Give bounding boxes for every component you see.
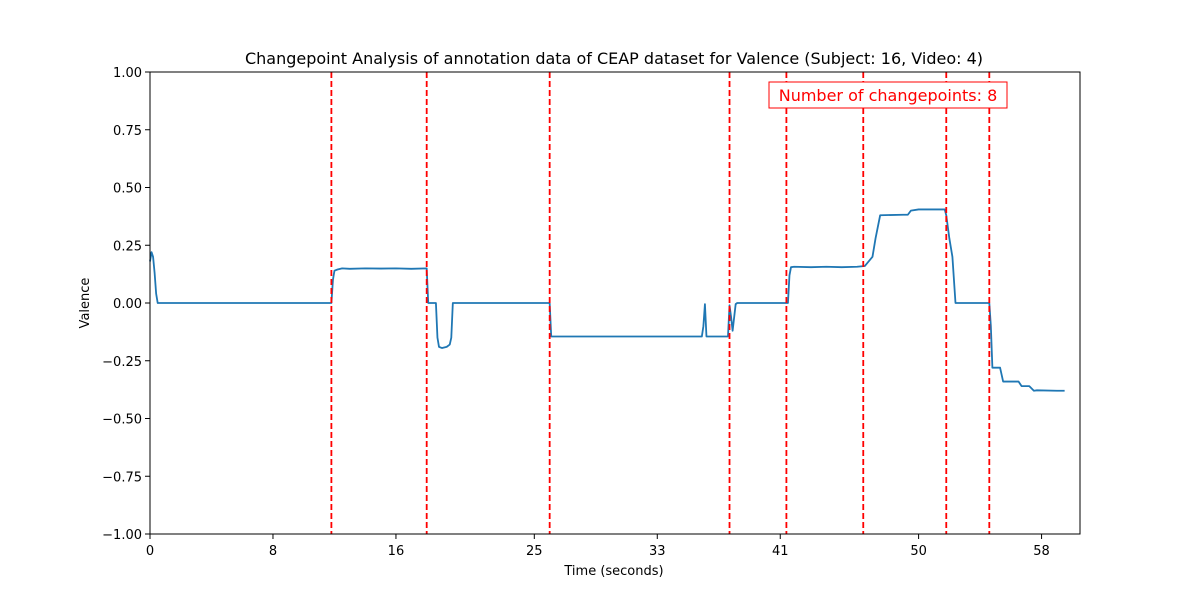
y-tick-label: −0.25: [102, 355, 142, 370]
y-tick-label: −0.50: [102, 413, 142, 428]
y-tick-label: 0.00: [113, 297, 142, 312]
changepoint-count-annotation: Number of changepoints: 8: [768, 81, 1008, 109]
x-tick-label: 41: [772, 544, 789, 559]
annotation-box: [768, 81, 1008, 109]
x-tick-label: 8: [269, 544, 277, 559]
y-tick-label: 0.25: [113, 239, 142, 254]
x-tick-label: 16: [388, 544, 405, 559]
x-axis-title: Time (seconds): [563, 564, 663, 579]
x-tick-label: 25: [526, 544, 543, 559]
x-tick-label: 0: [146, 544, 154, 559]
y-tick-label: −1.00: [102, 528, 142, 543]
chart-title: Changepoint Analysis of annotation data …: [245, 49, 983, 68]
series-line-0: [149, 208, 1065, 392]
y-tick-label: 1.00: [113, 66, 142, 81]
y-tick-label: 0.50: [113, 182, 142, 197]
x-tick-label: 50: [910, 544, 927, 559]
axes: 0 8 16 25 33 41 50 58 −1.00 −0.75 −0.50 −0.25 0.00 0.…: [102, 66, 1081, 559]
y-tick-label: 0.75: [113, 124, 142, 139]
x-tick-label: 33: [649, 544, 666, 559]
y-axis-title: Valence: [78, 278, 93, 329]
annotation-text: Number of changepoints: 8: [779, 86, 998, 105]
x-tick-label: 58: [1033, 544, 1050, 559]
y-tick-label: −0.75: [102, 470, 142, 485]
plot-area: [149, 72, 1065, 534]
